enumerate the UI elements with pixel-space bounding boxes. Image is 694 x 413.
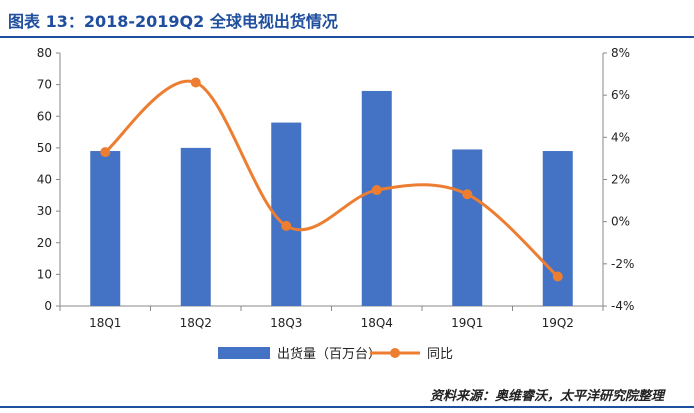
legend-label-bar: 出货量（百万台） (277, 346, 381, 362)
x-tick-label: 18Q3 (270, 316, 302, 330)
bar (180, 147, 211, 306)
y-right-tick-label: -2% (611, 257, 634, 271)
bar (452, 149, 483, 306)
y-right-tick-label: -4% (611, 299, 634, 313)
line-point (371, 185, 382, 196)
chart-title: 图表 13：2018-2019Q2 全球电视出货情况 (8, 12, 338, 31)
chart-canvas: 0 10 20 30 40 50 60 70 80 -4% -2% 0% 2% 4% 6% 8% 18Q1 18Q… (37, 46, 635, 362)
x-tick-label: 18Q4 (361, 316, 393, 330)
source-note: 资料来源：奥维睿沃，太平洋研究院整理 (429, 389, 664, 404)
y-left-tick-label: 30 (37, 204, 52, 218)
x-tick-label: 18Q2 (180, 316, 212, 330)
y-left-tick-label: 20 (37, 236, 52, 250)
series-line-yoy (104, 79, 559, 278)
y-right-tick-label: 8% (611, 46, 630, 60)
line-point (552, 271, 563, 282)
y-left-tick-label: 50 (37, 141, 52, 155)
legend-swatch-line-marker (390, 348, 400, 358)
line-point (462, 189, 473, 200)
x-tick-label: 19Q1 (451, 316, 483, 330)
bar (542, 151, 573, 306)
line-point (100, 147, 111, 158)
line-point (281, 220, 292, 231)
bottom-divider (0, 406, 694, 408)
y-left-tick-label: 60 (37, 109, 52, 123)
y-right-tick-label: 2% (611, 173, 630, 187)
bar (90, 151, 121, 306)
bar (361, 90, 392, 306)
y-left-tick-label: 10 (37, 267, 52, 281)
legend-swatch-bar (218, 347, 270, 359)
y-left-tick-label: 70 (37, 78, 52, 92)
chart-title-bar: 图表 13：2018-2019Q2 全球电视出货情况 (0, 0, 694, 40)
y-right-tick-label: 4% (611, 130, 630, 144)
y-left-tick-label: 0 (44, 299, 52, 313)
y-right-tick-label: 6% (611, 88, 630, 102)
title-underline (0, 36, 694, 38)
line-point (190, 77, 201, 88)
x-tick-label: 19Q2 (542, 316, 574, 330)
legend-label-line: 同比 (427, 347, 453, 362)
y-left-tick-label: 40 (37, 173, 52, 187)
x-tick-label: 18Q1 (89, 316, 121, 330)
y-left-tick-label: 80 (37, 46, 52, 60)
y-right-tick-label: 0% (611, 215, 630, 229)
